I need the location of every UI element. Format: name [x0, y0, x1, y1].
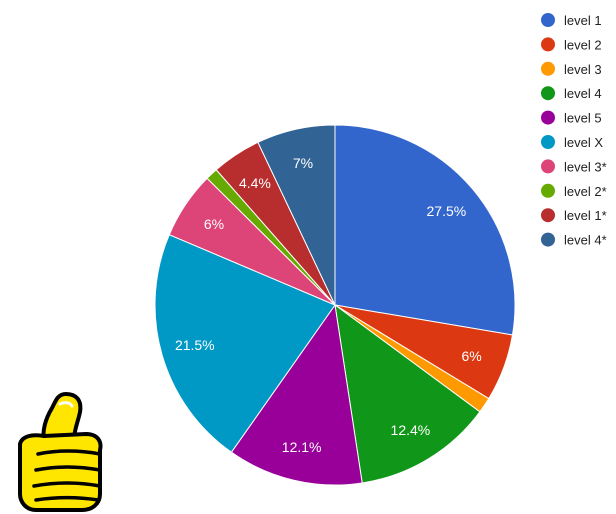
legend-label: level 3*: [564, 159, 607, 174]
slice-value-label: 12.1%: [282, 439, 322, 455]
pie-slice-level-1: [334, 124, 516, 336]
slice-value-label: 6%: [461, 348, 481, 364]
legend-item: level 1: [541, 13, 602, 28]
finger-line: [36, 449, 102, 456]
pie-slice-level-4: [334, 303, 481, 484]
legend-label: level 2: [564, 37, 602, 52]
legend-item: level 3*: [541, 159, 607, 174]
slice-value-label: 6%: [204, 216, 224, 232]
slice-value-label: 12.4%: [391, 422, 431, 438]
legend-swatch: [541, 13, 555, 27]
finger-line: [34, 496, 100, 502]
legend-item: level 5: [541, 110, 602, 126]
slice-value-label: 27.5%: [427, 203, 467, 219]
legend-item: level 2*: [541, 183, 607, 199]
legend-swatch: [541, 61, 555, 76]
legend-label: level 5: [564, 111, 602, 126]
legend-swatch: [541, 86, 555, 101]
legend: level 1 level 2 level 3 level 4 level 5 level…: [541, 13, 607, 248]
thumbs-up-icon: [18, 392, 103, 512]
legend-swatch: [541, 37, 555, 52]
legend-label: level 3: [564, 62, 602, 77]
slice-value-label: 7%: [293, 155, 313, 171]
pie-slices: [154, 124, 516, 486]
legend-label: level 1: [564, 13, 602, 28]
legend-label: level 2*: [564, 184, 607, 199]
legend-item: level 2: [541, 37, 602, 52]
pie-slice-level-4-: [257, 124, 336, 306]
legend-item: level 3: [541, 61, 602, 77]
legend-label: level 1*: [564, 208, 607, 223]
legend-swatch: [541, 183, 555, 198]
legend-swatch: [541, 159, 555, 174]
legend-swatch: [541, 208, 555, 223]
thumb-highlight: [58, 401, 74, 408]
legend-label: level X: [564, 135, 603, 150]
legend-item: level 4*: [541, 232, 607, 248]
pie-slice-labels: 27.5% 6% 12.4% 12.1% 21.5% 6% 4.4% 7%: [175, 155, 482, 455]
legend-item: level 4: [541, 86, 602, 101]
slice-value-label: 21.5%: [175, 337, 215, 353]
slice-value-label: 4.4%: [239, 175, 271, 191]
legend-swatch: [541, 232, 555, 247]
finger-line: [32, 481, 102, 488]
legend-label: level 4: [564, 86, 602, 101]
pie-slice-level-x: [154, 234, 336, 453]
pie-slice-level-5: [230, 303, 363, 486]
legend-label: level 4*: [564, 233, 607, 248]
legend-swatch: [541, 110, 555, 125]
legend-swatch: [541, 135, 555, 149]
finger-line: [34, 465, 102, 472]
legend-item: level X: [541, 135, 603, 150]
legend-item: level 1*: [541, 208, 607, 223]
